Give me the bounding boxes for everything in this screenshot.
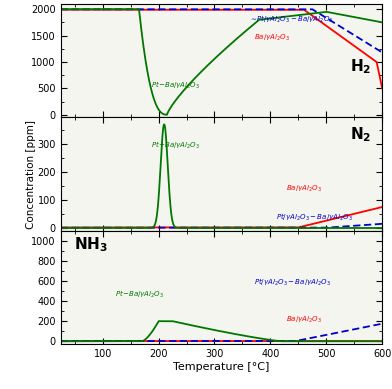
Text: $Pt\!-\!Ba/\gamma Al_2O_3$: $Pt\!-\!Ba/\gamma Al_2O_3$ <box>151 80 200 91</box>
Text: $\mathbf{NH_3}$: $\mathbf{NH_3}$ <box>74 235 108 254</box>
Text: $\sim\!Pt/\gamma Al_2O_3 - Ba/\gamma Al_2O_3$: $\sim\!Pt/\gamma Al_2O_3 - Ba/\gamma Al_… <box>249 14 333 25</box>
Text: $\mathbf{N_2}$: $\mathbf{N_2}$ <box>350 125 371 144</box>
Text: $Pt/\gamma Al_2O_3 - Ba/\gamma Al_2O_3$: $Pt/\gamma Al_2O_3 - Ba/\gamma Al_2O_3$ <box>254 277 330 289</box>
X-axis label: Temperature [°C]: Temperature [°C] <box>173 362 270 372</box>
Text: $Ba/\gamma Al_2O_3$: $Ba/\gamma Al_2O_3$ <box>254 33 290 44</box>
Text: $Ba/\gamma Al_2O_3$: $Ba/\gamma Al_2O_3$ <box>286 315 322 325</box>
Y-axis label: Concentration [ppm]: Concentration [ppm] <box>26 119 36 229</box>
Text: $Pt\!-\!Ba/\gamma Al_2O_3$: $Pt\!-\!Ba/\gamma Al_2O_3$ <box>151 140 200 151</box>
Text: $Pt/\gamma Al_2O_3 - Ba/\gamma Al_2O_3$: $Pt/\gamma Al_2O_3 - Ba/\gamma Al_2O_3$ <box>276 212 353 223</box>
Text: $Pt\!-\!Ba/\gamma Al_2O_3$: $Pt\!-\!Ba/\gamma Al_2O_3$ <box>115 289 165 300</box>
Text: $Ba/\gamma Al_2O_3$: $Ba/\gamma Al_2O_3$ <box>286 184 322 194</box>
Text: $\mathbf{H_2}$: $\mathbf{H_2}$ <box>350 57 371 75</box>
